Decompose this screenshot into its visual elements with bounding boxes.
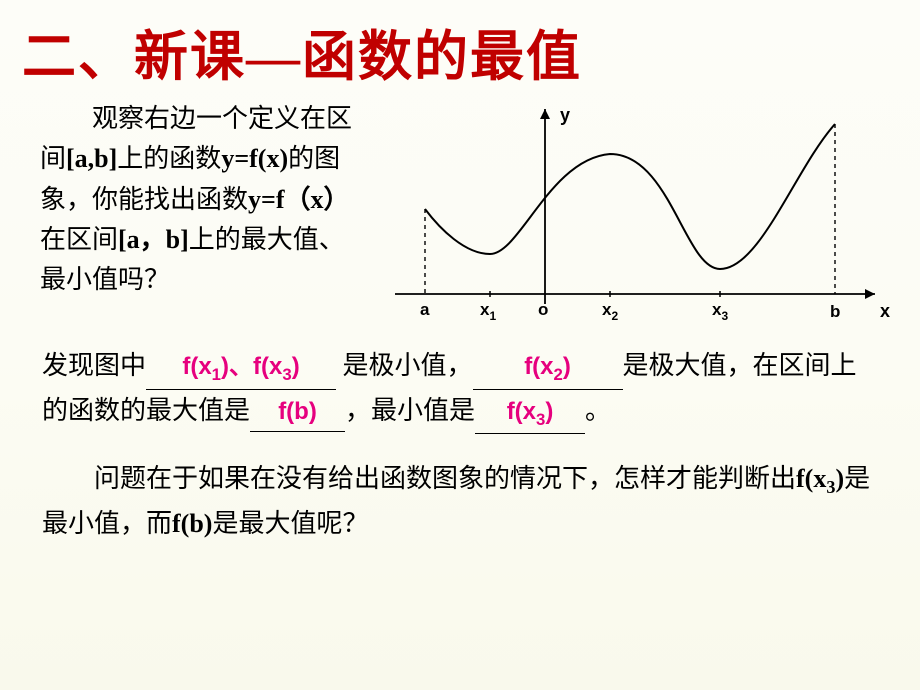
fill-lead: 发现图中 [42, 351, 146, 380]
fill-paragraph: 发现图中f(x1)、f(x3) 是极小值，f(x2)是极大值，在区间上的函数的最… [0, 339, 920, 434]
intro-paragraph: 观察右边一个定义在区间[a,b]上的函数y=f(x)的图象，你能找出函数y=f（… [40, 99, 370, 300]
intro-bold-3: y=f（x） [248, 185, 349, 214]
content-row: 观察右边一个定义在区间[a,b]上的函数y=f(x)的图象，你能找出函数y=f（… [0, 91, 920, 339]
blank-1: f(x1)、f(x3) [146, 345, 336, 390]
curve [425, 124, 835, 269]
q-bold-1: f(x3) [796, 464, 844, 493]
answer-3: f(b) [278, 393, 317, 431]
intro-bold-1: [a,b] [66, 144, 117, 173]
blank-3: f(b) [250, 390, 345, 433]
intro-bold-4: [a，b] [118, 225, 189, 254]
blank-2: f(x2) [473, 345, 623, 390]
b-label: b [830, 302, 840, 321]
y-label: y [560, 105, 570, 125]
graph-svg: y x o a b x1 x2 x3 [380, 99, 900, 339]
origin-label: o [538, 300, 548, 319]
answer-4: f(x3) [507, 398, 554, 425]
q-text-3: 是最大值呢？ [212, 509, 368, 538]
x1-label: x1 [480, 300, 496, 323]
x3-label: x3 [712, 300, 728, 323]
question-paragraph: 问题在于如果在没有给出函数图象的情况下，怎样才能判断出f(x3)是最小值，而f(… [0, 434, 920, 544]
x2-label: x2 [602, 300, 618, 323]
intro-text-2: 上的函数 [117, 144, 221, 173]
blank-4: f(x3) [475, 390, 585, 435]
answer-1: f(x1)、f(x3) [182, 353, 299, 380]
answer-2: f(x2) [524, 353, 571, 380]
a-label: a [420, 300, 430, 319]
intro-text-4: 在区间 [40, 225, 118, 254]
page-title: 二、新课—函数的最值 [0, 0, 920, 91]
fill-mid1: 是极小值， [343, 351, 473, 380]
y-axis-arrow [540, 109, 550, 119]
intro-bold-2: y=f(x) [221, 144, 288, 173]
x-axis-arrow [865, 289, 875, 299]
fill-end: 。 [585, 396, 611, 425]
q-bold-2: f(b) [172, 509, 212, 538]
x-label: x [880, 301, 890, 321]
fill-mid3: ，最小值是 [345, 396, 475, 425]
q-text-1: 问题在于如果在没有给出函数图象的情况下，怎样才能判断出 [94, 464, 796, 493]
function-graph: y x o a b x1 x2 x3 [380, 99, 902, 339]
